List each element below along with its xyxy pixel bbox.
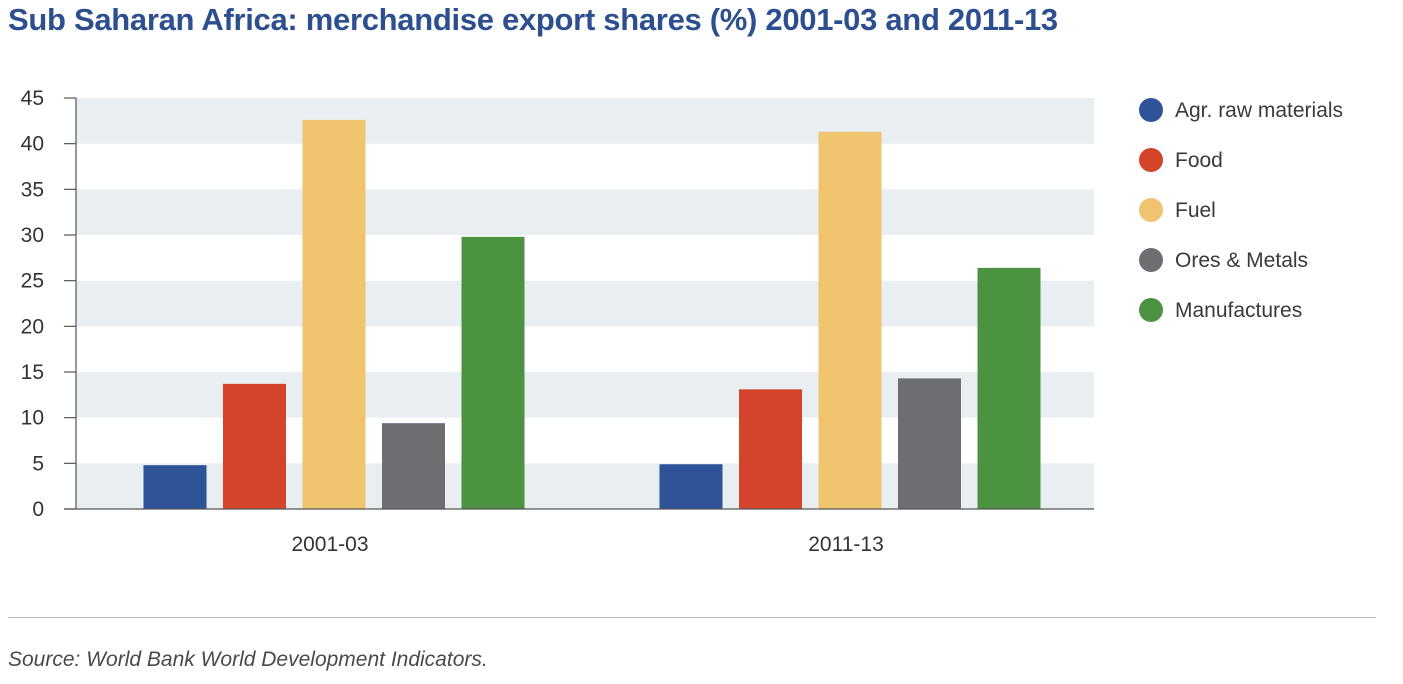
legend-swatch: [1139, 298, 1163, 322]
bar: [977, 267, 1041, 509]
source-note: Source: World Bank World Development Ind…: [8, 648, 488, 671]
y-tick-label: 25: [21, 270, 44, 293]
bar: [818, 131, 882, 509]
legend-label: Fuel: [1175, 199, 1216, 222]
y-axis-ticks: 0 5 10 15 20 25 30 35 40 45: [21, 87, 76, 521]
y-tick-label: 10: [21, 407, 44, 430]
legend-item: Food: [1139, 148, 1223, 172]
bars: [143, 119, 1041, 510]
legend-item: Agr. raw materials: [1139, 98, 1343, 122]
legend-item: Ores & Metals: [1139, 248, 1308, 272]
bar: [143, 465, 207, 509]
bar: [461, 236, 525, 509]
bar: [382, 423, 445, 509]
legend-label: Manufactures: [1175, 299, 1302, 322]
legend-label: Agr. raw materials: [1175, 99, 1343, 122]
grid-band: [76, 98, 1094, 144]
legend-swatch: [1139, 248, 1163, 272]
legend-item: Fuel: [1139, 198, 1216, 222]
y-tick-label: 20: [21, 315, 44, 338]
legend-item: Manufactures: [1139, 298, 1302, 322]
chart-title: Sub Saharan Africa: merchandise export s…: [8, 2, 1058, 37]
y-tick-label: 0: [32, 498, 44, 521]
y-tick-label: 5: [32, 452, 44, 475]
x-axis-labels: 2001-03 2011-13: [291, 533, 883, 556]
axes: [64, 98, 1094, 510]
y-tick-label: 45: [21, 87, 44, 110]
x-tick-label: 2011-13: [808, 533, 884, 556]
footer-divider: [8, 617, 1376, 618]
grid-band: [76, 280, 1094, 327]
grid-band: [76, 189, 1094, 235]
bar: [739, 389, 802, 509]
y-tick-label: 15: [21, 361, 44, 384]
legend: Agr. raw materials Food Fuel Ores & Metals M…: [1139, 98, 1343, 322]
bar-chart: 0 5 10 15 20 25 30 35 40 45 2001-03 2011-13 Agr. r…: [21, 87, 1343, 556]
y-tick-label: 40: [21, 133, 44, 156]
bar: [302, 119, 366, 510]
bar: [659, 464, 723, 509]
bar: [223, 383, 286, 509]
legend-label: Food: [1175, 149, 1223, 172]
y-tick-label: 30: [21, 224, 44, 247]
legend-swatch: [1139, 198, 1163, 222]
x-tick-label: 2001-03: [291, 533, 368, 556]
legend-swatch: [1139, 148, 1163, 172]
legend-label: Ores & Metals: [1175, 249, 1308, 272]
y-tick-label: 35: [21, 178, 44, 201]
bar: [898, 378, 961, 509]
legend-swatch: [1139, 98, 1163, 122]
